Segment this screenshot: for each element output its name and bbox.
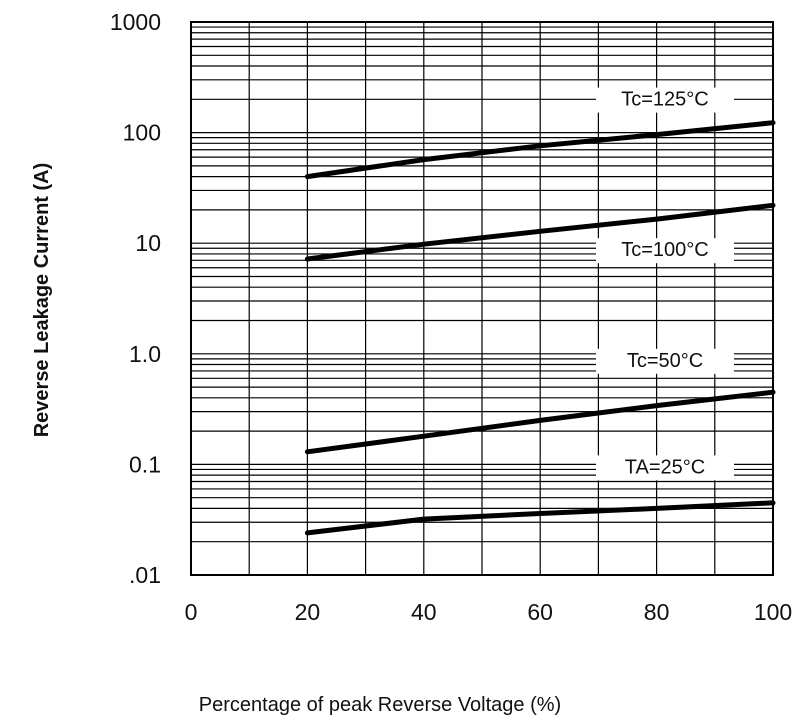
series-label-background	[596, 238, 734, 264]
series-line-2	[304, 389, 776, 455]
series-label-3: TA=25°C	[625, 456, 705, 478]
y-tick-label: 100	[123, 120, 161, 146]
x-axis-title: Percentage of peak Reverse Voltage (%)	[199, 694, 561, 716]
y-tick-label: 0.1	[129, 451, 161, 477]
plot-frame	[190, 21, 774, 576]
series-label-background	[596, 87, 734, 113]
series-line-3	[304, 500, 776, 536]
x-tick-label: 40	[411, 599, 437, 625]
y-tick-label: 1000	[110, 9, 161, 35]
x-tick-label: 20	[295, 599, 321, 625]
x-tick-label: 0	[185, 599, 198, 625]
series-label-1: Tc=100°C	[621, 239, 709, 261]
series-label-background	[596, 348, 734, 374]
x-tick-label: 80	[644, 599, 670, 625]
y-tick-label: 1.0	[129, 341, 161, 367]
y-tick-label: 10	[135, 230, 161, 256]
x-tick-label: 100	[754, 599, 792, 625]
series-line-1	[304, 202, 776, 262]
series-labels: Tc=125°C Tc=100°C Tc=50°C TA=25°C	[596, 87, 734, 481]
x-tick-label: 60	[527, 599, 553, 625]
series-lines	[304, 120, 776, 536]
tick-labels: .01 0.1 1.0 10 100 1000 0 20 40 60 80 100	[110, 9, 792, 625]
series-line-0	[304, 120, 776, 180]
series-label-2: Tc=50°C	[627, 350, 703, 372]
y-axis-title: Reverse Leakage Current (A)	[31, 163, 53, 438]
series-label-0: Tc=125°C	[621, 89, 709, 111]
series-label-background	[596, 455, 734, 481]
y-tick-label: .01	[129, 562, 161, 588]
